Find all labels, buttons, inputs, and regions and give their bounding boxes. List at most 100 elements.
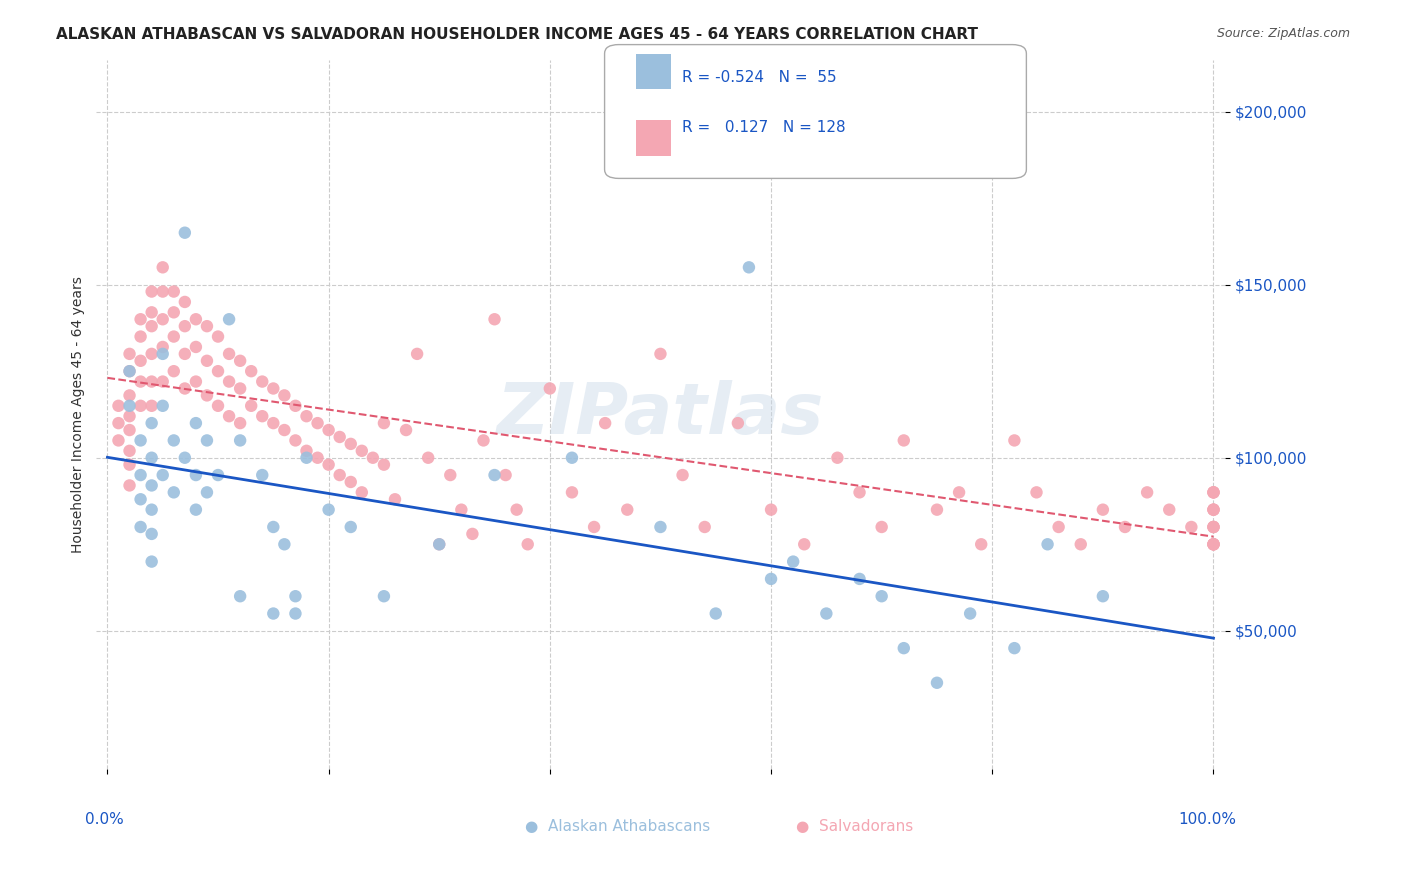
Point	[173, 226, 195, 240]
Point	[195, 319, 218, 334]
Point	[163, 364, 186, 378]
Point	[163, 485, 186, 500]
Point	[1025, 485, 1047, 500]
Point	[1202, 485, 1225, 500]
Point	[141, 285, 163, 299]
Point	[118, 409, 141, 424]
Point	[184, 312, 207, 326]
Point	[152, 260, 174, 275]
Point	[759, 572, 782, 586]
Point	[505, 502, 527, 516]
Point	[1202, 537, 1225, 551]
Point	[450, 502, 472, 516]
Point	[284, 607, 307, 621]
Point	[118, 347, 141, 361]
Point	[262, 382, 284, 396]
Point	[516, 537, 538, 551]
Point	[693, 520, 716, 534]
Point	[793, 537, 815, 551]
Point	[650, 520, 672, 534]
Point	[218, 409, 240, 424]
Point	[870, 589, 893, 603]
Point	[284, 399, 307, 413]
Point	[118, 423, 141, 437]
Point	[240, 399, 263, 413]
Point	[1202, 537, 1225, 551]
Point	[593, 416, 616, 430]
Point	[252, 375, 274, 389]
Point	[218, 347, 240, 361]
Text: R = -0.524   N =  55: R = -0.524 N = 55	[682, 70, 837, 85]
Point	[339, 520, 361, 534]
Point	[284, 434, 307, 448]
Point	[295, 409, 318, 424]
Point	[184, 375, 207, 389]
Point	[262, 520, 284, 534]
Point	[184, 502, 207, 516]
Point	[163, 329, 186, 343]
Point	[350, 485, 373, 500]
Point	[307, 416, 329, 430]
Text: 100.0%: 100.0%	[1178, 812, 1236, 827]
Point	[1202, 520, 1225, 534]
Point	[893, 641, 915, 656]
Point	[1114, 520, 1136, 534]
Point	[406, 347, 429, 361]
Point	[339, 475, 361, 489]
Point	[207, 329, 229, 343]
Point	[848, 485, 870, 500]
Point	[472, 434, 495, 448]
Point	[141, 478, 163, 492]
Point	[893, 434, 915, 448]
Point	[207, 468, 229, 483]
Point	[163, 285, 186, 299]
Point	[439, 468, 461, 483]
Text: ●  Alaskan Athabascans: ● Alaskan Athabascans	[524, 819, 710, 834]
Point	[373, 589, 395, 603]
Point	[129, 492, 152, 507]
Point	[129, 353, 152, 368]
Point	[152, 285, 174, 299]
Point	[1202, 537, 1225, 551]
Point	[229, 353, 252, 368]
Point	[163, 434, 186, 448]
Point	[207, 364, 229, 378]
Point	[273, 537, 295, 551]
Point	[118, 364, 141, 378]
Point	[827, 450, 849, 465]
Point	[240, 364, 263, 378]
Point	[1091, 502, 1114, 516]
Point	[1002, 641, 1025, 656]
Point	[484, 312, 506, 326]
Point	[129, 520, 152, 534]
Point	[318, 423, 340, 437]
Point	[361, 450, 384, 465]
Point	[925, 502, 948, 516]
Point	[118, 443, 141, 458]
Point	[141, 319, 163, 334]
Text: 0.0%: 0.0%	[86, 812, 124, 827]
Point	[650, 347, 672, 361]
Point	[1091, 589, 1114, 603]
Point	[704, 607, 727, 621]
Point	[129, 434, 152, 448]
Point	[307, 450, 329, 465]
Point	[141, 399, 163, 413]
Point	[141, 347, 163, 361]
Point	[163, 305, 186, 319]
Point	[461, 527, 484, 541]
Point	[184, 340, 207, 354]
Point	[583, 520, 606, 534]
Point	[561, 485, 583, 500]
Point	[1070, 537, 1092, 551]
Point	[495, 468, 517, 483]
Point	[848, 572, 870, 586]
Point	[970, 537, 993, 551]
Point	[229, 382, 252, 396]
Point	[418, 450, 440, 465]
Point	[141, 416, 163, 430]
Point	[129, 312, 152, 326]
Point	[252, 409, 274, 424]
Point	[1202, 520, 1225, 534]
Point	[118, 478, 141, 492]
